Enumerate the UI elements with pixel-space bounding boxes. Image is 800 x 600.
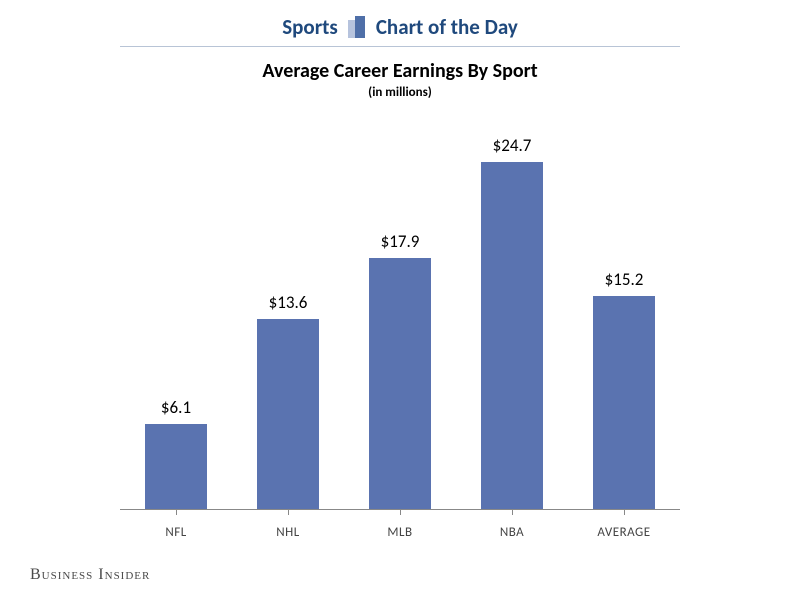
bar — [481, 162, 543, 510]
brand-right-text: Chart of the Day — [376, 14, 518, 40]
header-brand: Sports Chart of the Day — [282, 14, 518, 40]
chart-title: Average Career Earnings By Sport — [0, 59, 800, 83]
bar-value-label: $15.2 — [605, 269, 644, 290]
chart-subtitle: (in millions) — [0, 85, 800, 100]
x-axis-tick — [400, 510, 401, 515]
bar-column: $13.6 — [257, 292, 319, 510]
bar-column: $6.1 — [145, 397, 207, 510]
x-axis-label: NHL — [257, 525, 319, 540]
x-axis-tick — [176, 510, 177, 515]
x-axis-label: AVERAGE — [593, 525, 655, 540]
footer-brand: Business Insider — [30, 566, 150, 584]
chart-plot-area: $6.1$13.6$17.9$24.7$15.2 NFLNHLMLBNBAAVE… — [120, 130, 680, 510]
bar-logo-icon — [346, 16, 368, 38]
x-axis-tick — [288, 510, 289, 515]
bar — [593, 296, 655, 510]
bar-value-label: $17.9 — [381, 231, 420, 252]
bar — [145, 424, 207, 510]
header-divider — [120, 46, 680, 47]
bar — [257, 319, 319, 510]
x-axis-labels: NFL NHL MLB NBA AVERAGE — [120, 525, 680, 540]
title-block: Average Career Earnings By Sport (in mil… — [0, 59, 800, 100]
bar-value-label: $24.7 — [493, 135, 532, 156]
bar-value-label: $13.6 — [269, 292, 308, 313]
x-axis-tick — [624, 510, 625, 515]
x-axis-tick — [512, 510, 513, 515]
x-axis-label: NBA — [481, 525, 543, 540]
bars-group: $6.1 $13.6 $17.9 $24.7 $15.2 — [120, 130, 680, 510]
chart-container: Sports Chart of the Day Average Career E… — [0, 0, 800, 600]
header: Sports Chart of the Day — [0, 0, 800, 47]
bar-column: $15.2 — [593, 269, 655, 510]
bar — [369, 258, 431, 510]
bar-column: $17.9 — [369, 231, 431, 510]
bar-column: $24.7 — [481, 135, 543, 510]
brand-left-text: Sports — [282, 14, 338, 40]
bar-value-label: $6.1 — [161, 397, 191, 418]
x-axis-label: MLB — [369, 525, 431, 540]
x-axis-label: NFL — [145, 525, 207, 540]
